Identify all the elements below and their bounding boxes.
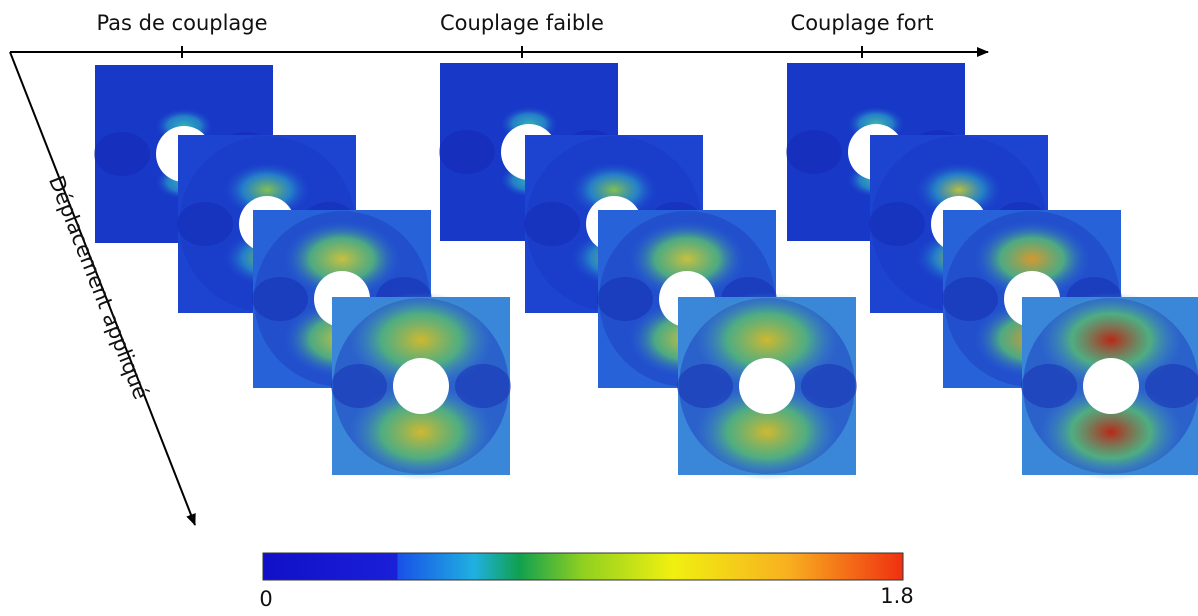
colorbar xyxy=(262,552,904,581)
plates xyxy=(94,63,1198,480)
column-label: Pas de couplage xyxy=(96,11,267,35)
colorbar-max-label: 1.8 xyxy=(880,584,913,608)
mesh-plate xyxy=(1021,292,1198,480)
column-label: Couplage faible xyxy=(440,11,604,35)
column-label: Couplage fort xyxy=(791,11,934,35)
displacement-axis xyxy=(9,51,196,526)
colorbar-min-label: 0 xyxy=(259,587,272,611)
mesh-plate xyxy=(331,292,511,480)
mesh-plate xyxy=(677,292,857,480)
